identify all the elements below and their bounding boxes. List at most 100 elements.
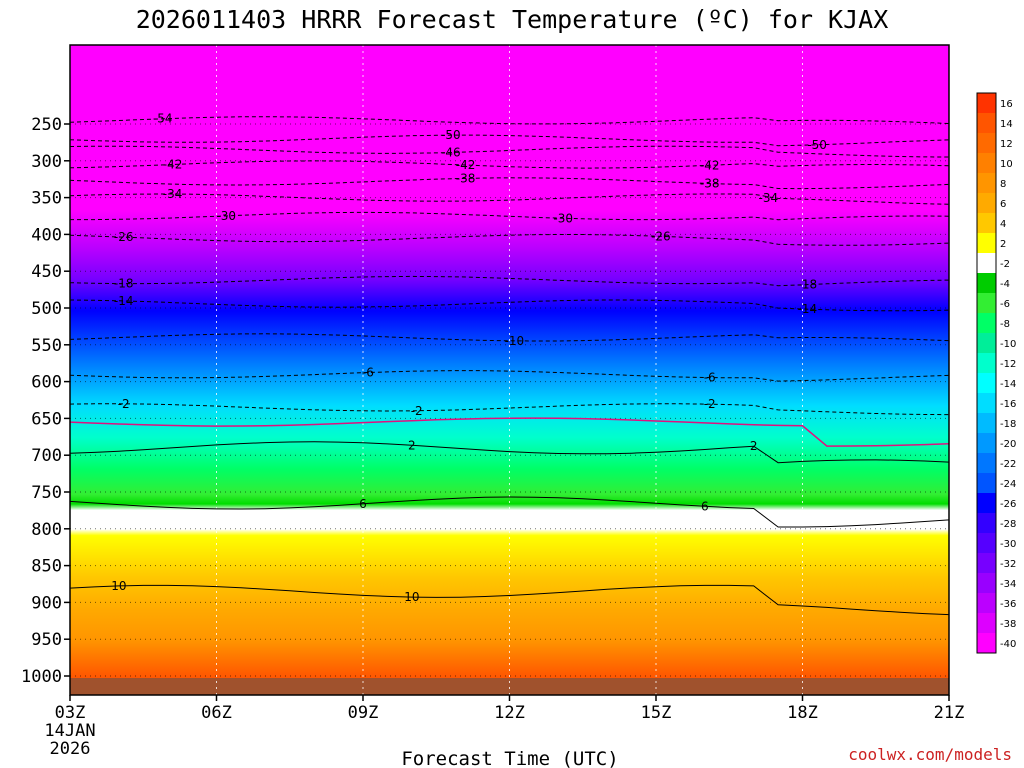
- colorbar-label-0: 16: [1000, 99, 1013, 110]
- colorbar-swatch-6: [977, 213, 996, 233]
- colorbar-label-18: -22: [1000, 459, 1016, 470]
- colorbar-label-13: -12: [1000, 359, 1016, 370]
- x-tick-label-15Z: 15Z: [641, 703, 672, 723]
- y-tick-label-800: 800: [31, 520, 62, 540]
- contour-label--6-1: -6: [704, 371, 716, 385]
- colorbar-swatch-5: [977, 193, 996, 213]
- x-axis: 14JAN 2026 03Z 06Z 09Z 12Z 15Z 18Z 21Z: [44, 695, 964, 759]
- x-first-date-line2: 2026: [50, 739, 91, 759]
- x-tick-label-12Z: 12Z: [494, 703, 525, 723]
- contour-line-6: [69, 496, 950, 528]
- colorbar-label-1: 14: [1000, 119, 1013, 130]
- colorbar-swatch-10: [977, 293, 996, 313]
- colorbar-label-4: 8: [1000, 179, 1006, 190]
- x-tick-label-21Z: 21Z: [934, 703, 965, 723]
- contour-label--30-1: -30: [553, 211, 573, 225]
- colorbar-swatch-11: [977, 313, 996, 333]
- contour-label--34-1: -34: [759, 191, 779, 205]
- contour-label-10-1: 10: [404, 590, 419, 604]
- colorbar-label-8: -2: [1000, 259, 1010, 270]
- y-tick-label-250: 250: [31, 115, 62, 135]
- colorbar-swatch-17: [977, 433, 996, 453]
- x-first-date-line1: 14JAN: [44, 721, 95, 741]
- contour-label-2-0: 2: [408, 438, 416, 452]
- x-axis-label: Forecast Time (UTC): [401, 748, 618, 768]
- colorbar-swatch-0: [977, 93, 996, 113]
- plot-area: -54-50-50-46-42 -42 -42-38 -38-34 -34-30 -30-…: [69, 44, 950, 696]
- contour-label--42-0: -42: [163, 157, 183, 171]
- contour-label--42-1: -42: [456, 158, 476, 172]
- colorbar-swatch-8: [977, 253, 996, 273]
- y-tick-label-1000: 1000: [21, 667, 62, 687]
- colorbar-label-19: -24: [1000, 479, 1016, 490]
- contour-label--26-1: -26: [651, 229, 671, 243]
- contour-label--6-0: -6: [362, 366, 374, 380]
- x-tick-label-18Z: 18Z: [787, 703, 818, 723]
- contour-label-10-0: 10: [111, 579, 126, 593]
- zero-degree-isotherm: [69, 417, 950, 447]
- colorbar-swatch-4: [977, 173, 996, 193]
- y-tick-label-500: 500: [31, 299, 62, 319]
- contour-label--50-0: -50: [441, 128, 461, 142]
- colorbar-swatch-25: [977, 593, 996, 613]
- colorbar-label-2: 12: [1000, 139, 1013, 150]
- colorbar-label-26: -38: [1000, 619, 1016, 630]
- colorbar-label-3: 10: [1000, 159, 1013, 170]
- y-tick-label-350: 350: [31, 189, 62, 209]
- colorbar-swatch-22: [977, 533, 996, 553]
- colorbar-swatch-20: [977, 493, 996, 513]
- x-tick-label-06Z: 06Z: [201, 703, 232, 723]
- colorbar-swatch-21: [977, 513, 996, 533]
- colorbar-label-6: 4: [1000, 219, 1006, 230]
- colorbar-label-12: -10: [1000, 339, 1016, 350]
- x-tick-label-09Z: 09Z: [348, 703, 379, 723]
- colorbar-swatch-16: [977, 413, 996, 433]
- y-tick-label-700: 700: [31, 446, 62, 466]
- colorbar-label-11: -8: [1000, 319, 1010, 330]
- contour-label--30-0: -30: [216, 209, 236, 223]
- colorbar-label-21: -28: [1000, 519, 1016, 530]
- contour-label--50-1: -50: [807, 138, 827, 152]
- contour-label--38-1: -38: [700, 177, 720, 191]
- colorbar-swatch-3: [977, 153, 996, 173]
- colorbar-label-23: -32: [1000, 559, 1016, 570]
- colorbar-label-14: -14: [1000, 379, 1016, 390]
- y-tick-label-300: 300: [31, 152, 62, 172]
- y-tick-label-900: 900: [31, 593, 62, 613]
- colorbar-swatch-15: [977, 393, 996, 413]
- contour-label--46-0: -46: [441, 146, 461, 160]
- colorbar-swatch-14: [977, 373, 996, 393]
- colorbar-label-20: -26: [1000, 499, 1016, 510]
- y-tick-label-750: 750: [31, 483, 62, 503]
- colorbar: 16 14 12 10 8 6 4 2 -2 -4 -6 -8 -10 -12 -14 -16 -18 -20 -2…: [976, 92, 1016, 654]
- contour-label-6-0: 6: [359, 497, 367, 511]
- temperature-field: [70, 45, 949, 678]
- contour-label--38-0: -38: [456, 171, 476, 185]
- contour-line-10: [69, 584, 950, 616]
- colorbar-swatch-12: [977, 333, 996, 353]
- y-tick-label-950: 950: [31, 630, 62, 650]
- colorbar-label-16: -18: [1000, 419, 1016, 430]
- contour-label--10-0: -10: [505, 334, 525, 348]
- contour-label--14-0: -14: [114, 294, 134, 308]
- ground-layer: [70, 678, 949, 695]
- y-tick-label-850: 850: [31, 557, 62, 577]
- colorbar-swatch-26: [977, 613, 996, 633]
- chart-title: 2026011403 HRRR Forecast Temperature (ºC…: [136, 5, 889, 34]
- colorbar-label-27: -40: [1000, 639, 1016, 650]
- contour-label--2-0: -2: [118, 397, 130, 411]
- y-tick-label-600: 600: [31, 373, 62, 393]
- y-tick-label-450: 450: [31, 262, 62, 282]
- contour-label-2-1: 2: [750, 439, 758, 453]
- contour-label--26-0: -26: [114, 230, 134, 244]
- contour-line-2: [69, 441, 950, 464]
- contour-label--18-0: -18: [114, 277, 134, 291]
- colorbar-label-5: 6: [1000, 199, 1006, 210]
- colorbar-swatch-1: [977, 113, 996, 133]
- colorbar-frame: [976, 92, 997, 654]
- colorbar-swatch-27: [977, 633, 996, 653]
- colorbar-swatch-24: [977, 573, 996, 593]
- contour-label--54-0: -54: [153, 112, 173, 126]
- contour-label-6-1: 6: [701, 499, 709, 513]
- contour-labels: -54-50-50-46-42 -42 -42-38 -38-34 -34-30 -30-…: [111, 112, 827, 604]
